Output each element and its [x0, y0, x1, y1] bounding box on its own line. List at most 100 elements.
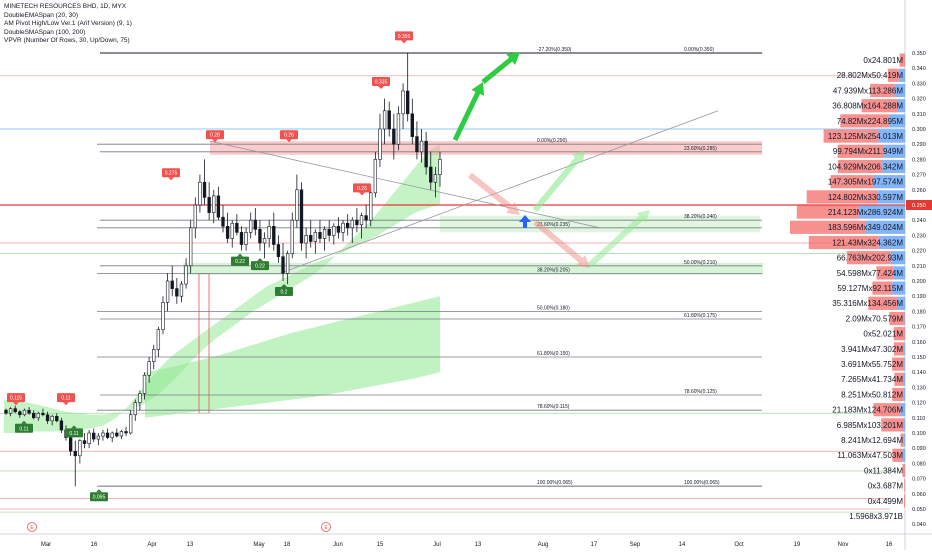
- volume-up-bar: [904, 342, 905, 355]
- resistance-zone: [210, 141, 762, 155]
- time-tick-label: 16: [91, 542, 98, 548]
- candle-body: [106, 433, 109, 438]
- volume-row-label: 28.802Mx50.419M: [837, 71, 904, 80]
- time-tick-label: 15: [377, 542, 384, 548]
- last-price-badge: 0.250: [906, 200, 932, 210]
- price-axis: 0.3500.3400.3300.3200.3100.3000.2900.280…: [912, 51, 926, 528]
- fib-left-label: 78.60%(0.115): [537, 404, 570, 410]
- fib-left-label: 0.00%(0.290): [537, 138, 567, 144]
- time-tick-label: Jul: [433, 542, 441, 548]
- candle-body: [272, 226, 275, 244]
- candle-body: [231, 223, 234, 238]
- candle-body: [323, 229, 326, 238]
- candle-body: [23, 410, 26, 415]
- candle-body: [319, 232, 322, 238]
- fib-right-label: 50.00%(0.210): [684, 260, 717, 266]
- volume-row: 214.123Mx286.924M: [797, 206, 905, 219]
- volume-row-label: 59.127Mx92.115M: [837, 284, 903, 293]
- candle-body: [9, 409, 12, 414]
- volume-row-label: 3.941Mx47.302M: [841, 345, 903, 354]
- candle-body: [157, 330, 160, 350]
- volume-down-bar: [904, 479, 905, 492]
- price-tick-label: 0.040: [912, 522, 926, 528]
- candle-body: [69, 438, 72, 452]
- time-tick-label: 13: [475, 542, 482, 548]
- candle-body: [111, 433, 114, 438]
- volume-row: 36.808Mx164.288M: [832, 99, 905, 112]
- volume-row-label: 1.5968x3.971B: [849, 512, 903, 521]
- time-tick-label: Nov: [838, 542, 849, 548]
- time-tick-label: 17: [591, 542, 598, 548]
- volume-row-label: 47.939Mx113.286M: [833, 86, 903, 95]
- indicator-pivot[interactable]: AM Pivot High/Low Ver.1 (Arif Version) (…: [4, 20, 132, 29]
- chart-legend: MINETECH RESOURCES BHD, 1D, MYX DoubleEM…: [4, 3, 132, 46]
- candle-body: [46, 415, 49, 421]
- fib-right-label: 0.00%(0.350): [684, 47, 714, 53]
- price-tick-label: 0.200: [912, 279, 926, 285]
- indicator-double-sma[interactable]: DoubleSMASpan (100, 200): [4, 29, 132, 38]
- volume-row-label: 124.802Mx330.597M: [828, 193, 904, 202]
- price-tick-label: 0.210: [912, 264, 926, 270]
- volume-up-bar: [904, 358, 905, 371]
- price-tick-label: 0.190: [912, 294, 926, 300]
- pivot-high-label: 0.355: [398, 34, 411, 40]
- candle-body: [429, 167, 432, 182]
- volume-row: 0x4.499M: [868, 494, 905, 507]
- price-tick-label: 0.160: [912, 340, 926, 346]
- candle-body: [277, 245, 280, 257]
- price-tick-label: 0.280: [912, 157, 926, 163]
- volume-row-label: 2.09Mx70.579M: [846, 314, 904, 323]
- fib-left-label: 61.80%(0.150): [537, 351, 570, 357]
- price-tick-label: 0.180: [912, 309, 926, 315]
- volume-up-bar: [903, 373, 905, 386]
- candle-body: [28, 410, 31, 413]
- volume-row-label: 99.794Mx211.949M: [833, 147, 903, 156]
- volume-row-label: 3.691Mx55.752M: [841, 360, 903, 369]
- volume-row-label: 6.985Mx103.201M: [837, 421, 904, 430]
- volume-row: 7.265Mx41.734M: [841, 373, 905, 386]
- candle-body: [314, 232, 317, 241]
- volume-row: 59.127Mx92.115M: [837, 282, 905, 295]
- time-tick-label: Jun: [333, 542, 343, 548]
- candle-body: [166, 281, 169, 302]
- volume-row: 123.125Mx254.013M: [824, 130, 905, 143]
- candle-body: [268, 226, 271, 238]
- candle-body: [365, 216, 368, 221]
- volume-row: 99.794Mx211.949M: [833, 145, 905, 158]
- price-tick-label: 0.120: [912, 401, 926, 407]
- volume-row-label: 123.125Mx254.013M: [828, 132, 904, 141]
- volume-row: 0x24.801M: [863, 54, 905, 67]
- pivot-high-label: 0.26: [357, 186, 367, 192]
- price-tick-label: 0.060: [912, 492, 926, 498]
- indicator-double-ema[interactable]: DoubleEMASpan (20, 30): [4, 12, 132, 21]
- candle-body: [296, 190, 299, 220]
- price-tick-label: 0.150: [912, 355, 926, 361]
- candle-body: [397, 114, 400, 144]
- candle-body: [129, 415, 132, 433]
- volume-row: 0x52.021M: [863, 327, 905, 340]
- indicator-vpvr[interactable]: VPVR (Number Of Rows, 30, Up/Down, 75): [4, 37, 132, 46]
- volume-row-label: 8.241Mx12.694M: [841, 436, 903, 445]
- candle-body: [143, 375, 146, 393]
- candle-body: [420, 141, 423, 152]
- candle-body: [369, 193, 372, 220]
- volume-up-bar: [903, 388, 905, 401]
- price-tick-label: 0.080: [912, 461, 926, 467]
- volume-row: 8.241Mx12.694M: [841, 434, 905, 447]
- candle-body: [356, 220, 359, 225]
- pivot-low-label: 0.22: [235, 259, 245, 265]
- volume-row-label: 0x4.499M: [868, 497, 903, 506]
- price-tick-label: 0.050: [912, 507, 926, 513]
- candle-body: [282, 257, 285, 274]
- pivot-low-label: 0.065: [93, 495, 106, 501]
- candle-body: [199, 182, 202, 205]
- volume-row-label: 0x24.801M: [863, 56, 903, 65]
- candle-body: [235, 223, 238, 232]
- price-tick-label: 0.260: [912, 188, 926, 194]
- price-tick-label: 0.240: [912, 218, 926, 224]
- candle-body: [222, 217, 225, 226]
- pivot-low-label: 0.11: [69, 431, 79, 437]
- event-marker: E: [322, 523, 331, 532]
